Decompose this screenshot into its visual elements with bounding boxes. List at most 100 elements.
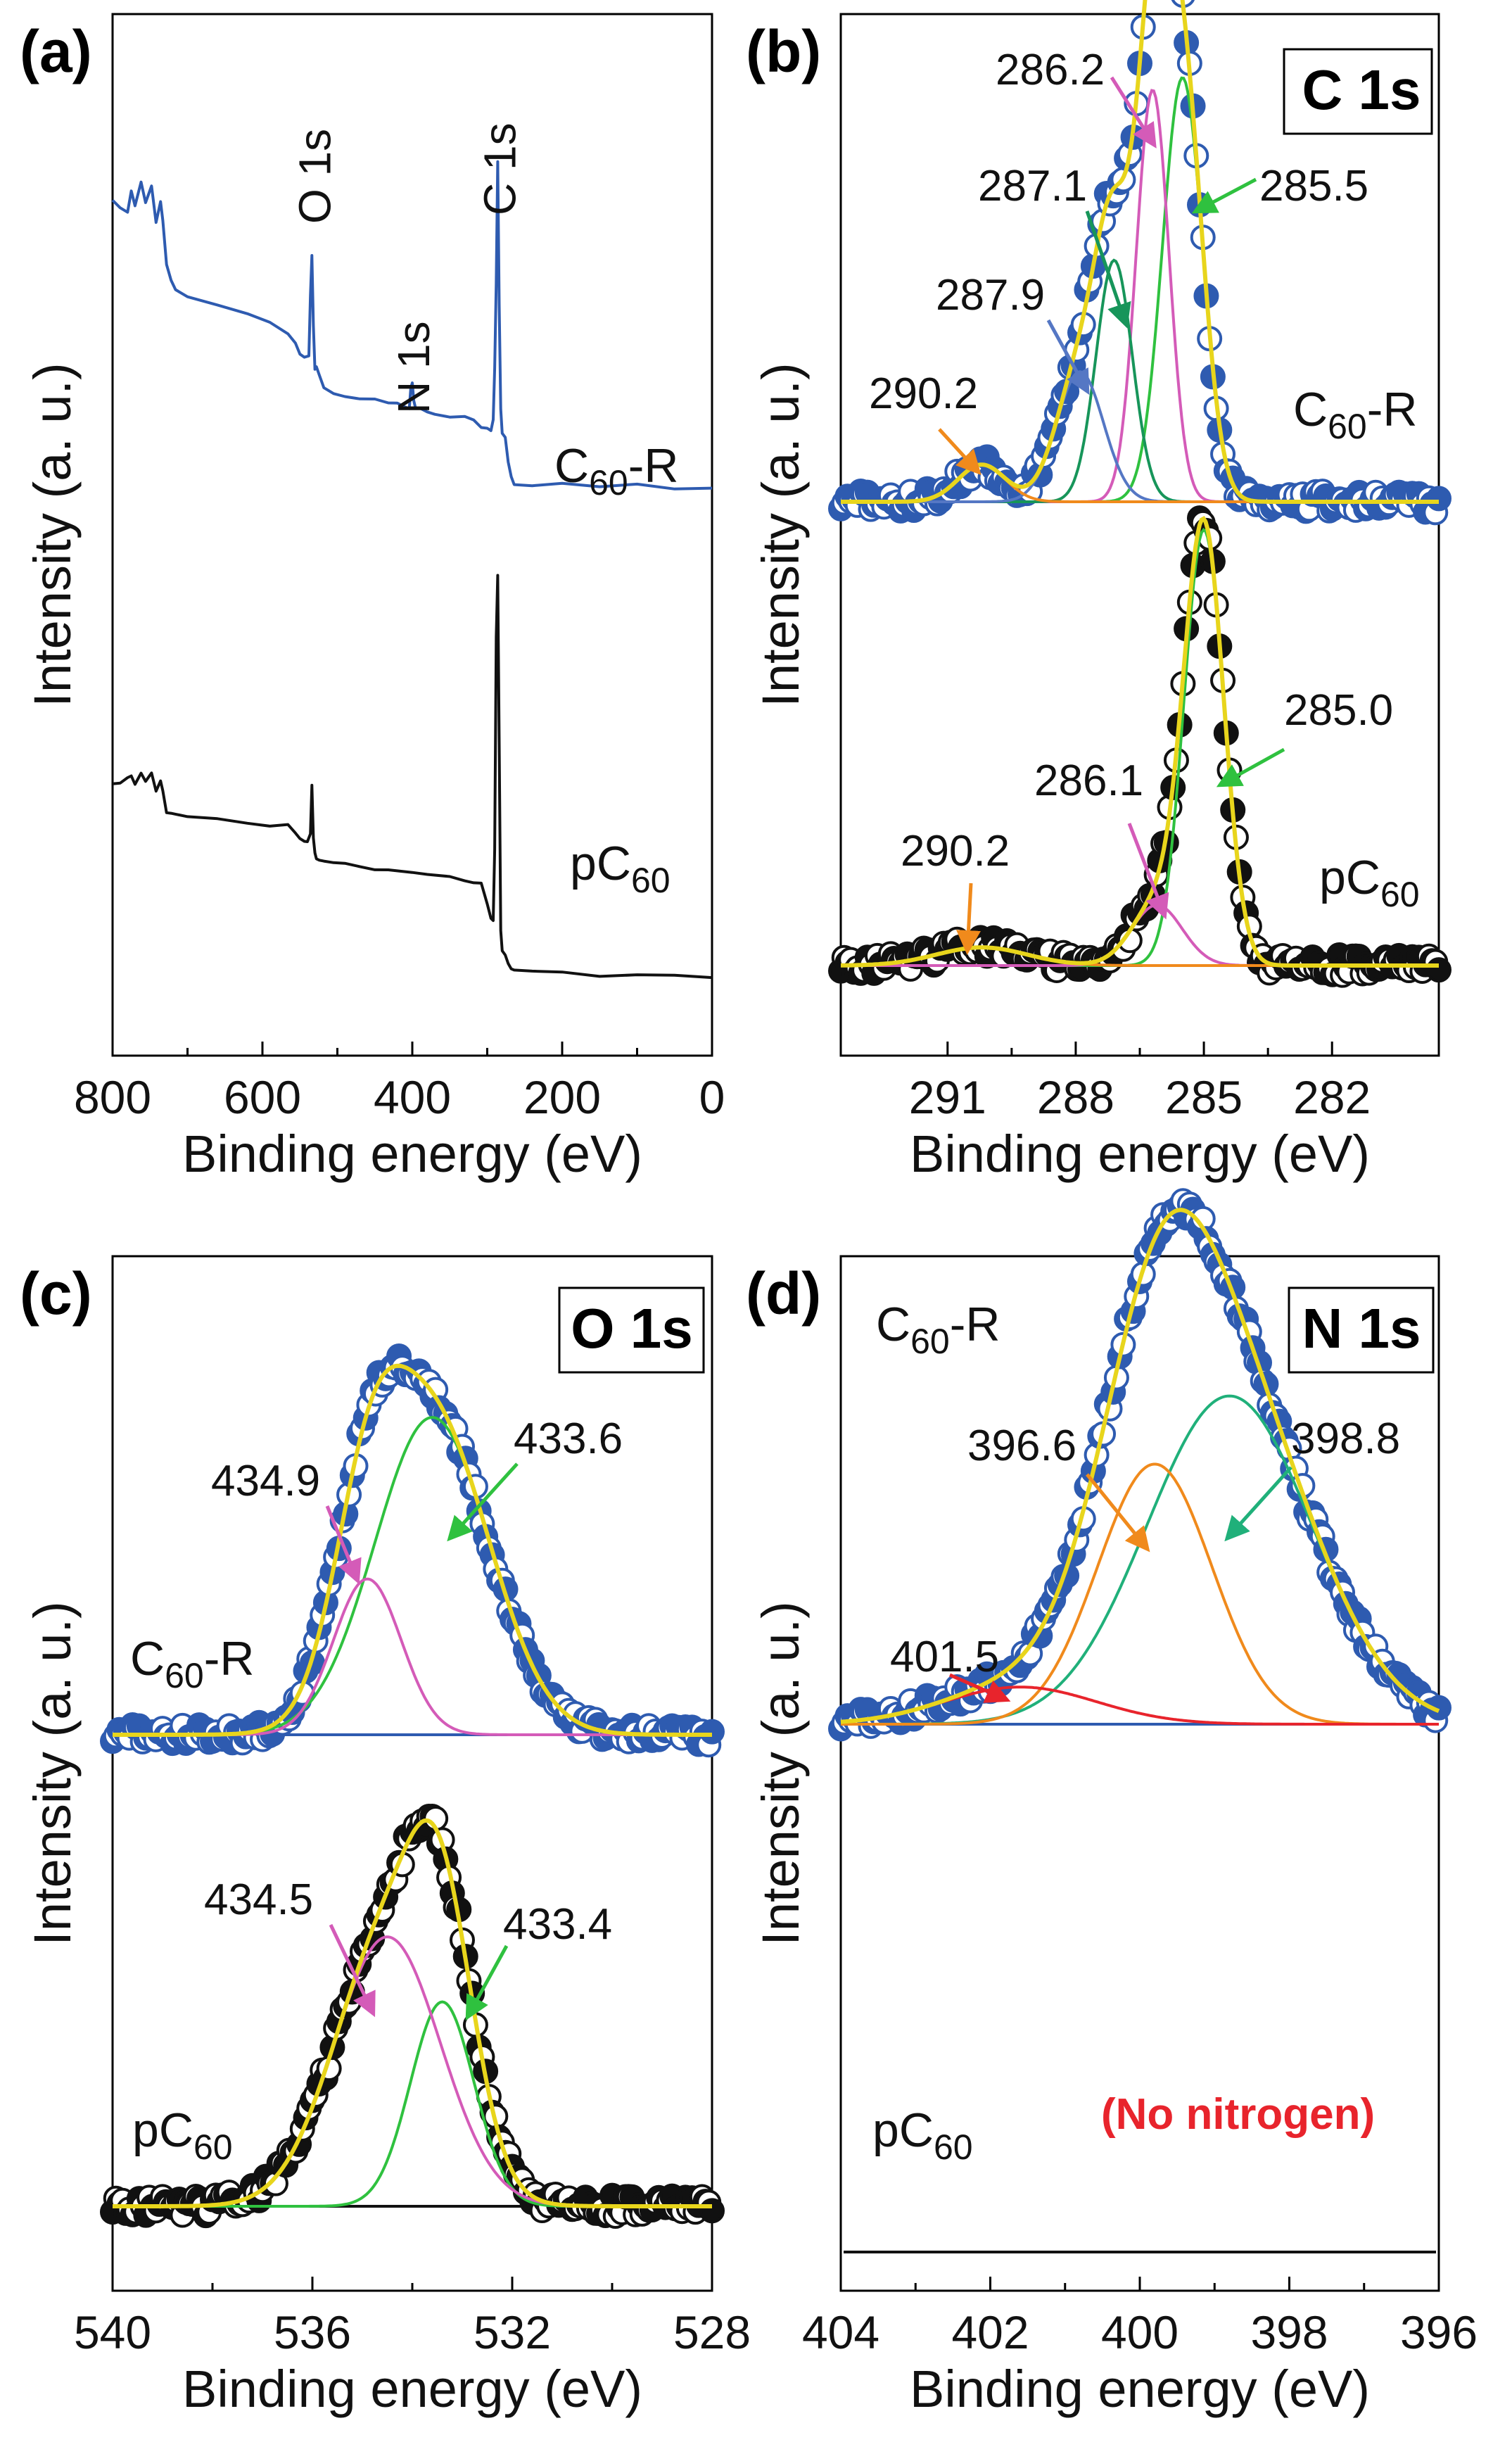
label-main: pC bbox=[132, 2104, 193, 2157]
series-label-c60r: C60-R bbox=[1293, 383, 1418, 446]
x-tick-label: 288 bbox=[1037, 1071, 1114, 1123]
x-tick-label: 540 bbox=[74, 2306, 151, 2358]
panel-a: 800 600 400 200 0 Binding energy (eV) Intensit… bbox=[20, 13, 725, 1183]
label-main: C bbox=[130, 1632, 165, 1685]
x-tick-label: 398 bbox=[1250, 2306, 1328, 2358]
no-nitrogen-note: (No nitrogen) bbox=[1101, 2090, 1375, 2139]
arrow-icon bbox=[465, 1944, 509, 2021]
fit-envelope bbox=[841, 516, 1439, 968]
series-label-c60r: C60-R bbox=[130, 1632, 255, 1695]
panel-label: (c) bbox=[20, 1260, 92, 1327]
label-sub: 60 bbox=[1328, 407, 1367, 446]
arrow-icon bbox=[938, 428, 981, 476]
arrow-icon bbox=[1216, 747, 1285, 788]
label-main: C bbox=[876, 1298, 910, 1351]
survey-peak-label: O 1s bbox=[289, 129, 340, 224]
series-label-c60r: C60-R bbox=[876, 1298, 1000, 1361]
core-level-title: N 1s bbox=[1302, 1297, 1421, 1360]
arrow-icon bbox=[1046, 319, 1090, 396]
label-tail: -R bbox=[950, 1298, 1000, 1351]
x-tick-label: 800 bbox=[74, 1071, 151, 1123]
peak-label: 287.9 bbox=[936, 271, 1045, 320]
series-label-pc60: pC60 bbox=[132, 2104, 233, 2167]
label-main: pC bbox=[570, 837, 631, 890]
fit-envelope bbox=[113, 1363, 712, 1737]
fit-envelope bbox=[840, 1208, 1440, 1724]
core-level-title: C 1s bbox=[1302, 58, 1421, 121]
x-tick-label: 282 bbox=[1293, 1071, 1371, 1123]
x-axis-title: Binding energy (eV) bbox=[910, 1125, 1370, 1183]
panel-label: (a) bbox=[20, 18, 92, 84]
x-tick-label: 404 bbox=[802, 2306, 879, 2358]
x-tick-label: 400 bbox=[374, 1071, 451, 1123]
arrow-icon bbox=[1085, 210, 1131, 329]
label-sub: 60 bbox=[165, 1656, 204, 1695]
series-label-pc60: pC60 bbox=[1319, 851, 1420, 914]
peak-label: 286.1 bbox=[1034, 757, 1143, 805]
x-tick-label: 400 bbox=[1101, 2306, 1179, 2358]
fit-envelope bbox=[113, 1818, 712, 2208]
component-curve bbox=[113, 2000, 712, 2208]
fit-envelope bbox=[841, 0, 1439, 504]
y-axis-title: Intensity (a. u.) bbox=[751, 362, 810, 707]
label-sub: 60 bbox=[910, 1322, 950, 1361]
peak-label: 285.0 bbox=[1284, 686, 1393, 735]
y-axis-title: Intensity (a. u.) bbox=[23, 362, 82, 707]
data-point bbox=[1426, 957, 1451, 983]
core-level-box bbox=[1288, 1286, 1435, 1374]
data-point bbox=[699, 2198, 725, 2224]
x-tick-label: 0 bbox=[699, 1071, 725, 1123]
peak-label: 398.8 bbox=[1291, 1415, 1400, 1463]
plot-frame bbox=[111, 13, 713, 1057]
core-level-box bbox=[1283, 48, 1433, 135]
arrow-icon bbox=[325, 1505, 362, 1585]
x-axis-title: Binding energy (eV) bbox=[182, 1125, 642, 1183]
x-axis-title: Binding energy (eV) bbox=[910, 2360, 1370, 2418]
peak-label: 434.5 bbox=[204, 1876, 313, 1924]
peak-label: 285.5 bbox=[1259, 162, 1368, 210]
peak-label: 290.2 bbox=[901, 827, 1010, 875]
label-sub: 60 bbox=[193, 2127, 233, 2167]
label-main: pC bbox=[872, 2104, 934, 2157]
peak-label: 287.1 bbox=[978, 162, 1087, 210]
peak-label: 433.6 bbox=[514, 1415, 623, 1463]
y-axis-title: Intensity (a. u.) bbox=[751, 1601, 810, 1945]
peak-label: 286.2 bbox=[996, 46, 1105, 94]
series-label-pc60: pC60 bbox=[872, 2104, 973, 2167]
label-sub: 60 bbox=[934, 2127, 973, 2167]
label-main: C bbox=[1293, 383, 1328, 436]
y-axis-title: Intensity (a. u.) bbox=[23, 1601, 82, 1945]
peak-label: 433.4 bbox=[503, 1900, 612, 1949]
label-main: pC bbox=[1319, 851, 1380, 904]
x-tick-label: 532 bbox=[474, 2306, 551, 2358]
x-tick-label: 528 bbox=[673, 2306, 751, 2358]
panel-label: (b) bbox=[746, 18, 821, 84]
x-tick-label: 396 bbox=[1400, 2306, 1478, 2358]
label-tail: -R bbox=[204, 1632, 255, 1685]
label-main: C bbox=[554, 439, 589, 493]
arrow-icon bbox=[948, 1673, 1011, 1703]
peak-label: 396.6 bbox=[967, 1422, 1076, 1470]
series-label-pc60: pC60 bbox=[570, 837, 671, 900]
data-point bbox=[699, 1719, 725, 1745]
survey-line-1 bbox=[112, 574, 713, 980]
arrow-icon bbox=[329, 1923, 376, 2018]
x-tick-label: 291 bbox=[909, 1071, 986, 1123]
core-level-title: O 1s bbox=[571, 1297, 692, 1360]
label-tail: -R bbox=[628, 439, 679, 493]
survey-peak-label: C 1s bbox=[474, 122, 525, 215]
label-sub: 60 bbox=[631, 861, 671, 900]
x-tick-label: 536 bbox=[274, 2306, 351, 2358]
series-label-c60r: C60-R bbox=[554, 439, 679, 502]
x-tick-label: 285 bbox=[1165, 1071, 1243, 1123]
label-tail: -R bbox=[1367, 383, 1418, 436]
arrow-icon bbox=[955, 883, 981, 955]
panel-label: (d) bbox=[746, 1260, 821, 1327]
label-sub: 60 bbox=[589, 463, 628, 502]
survey-line-0 bbox=[111, 160, 713, 491]
panel-d: 404 402 400 398 396 Binding energy (eV) Intens… bbox=[746, 1188, 1478, 2418]
label-sub: 60 bbox=[1380, 875, 1420, 914]
x-tick-label: 200 bbox=[523, 1071, 601, 1123]
arrow-icon bbox=[447, 1462, 519, 1542]
